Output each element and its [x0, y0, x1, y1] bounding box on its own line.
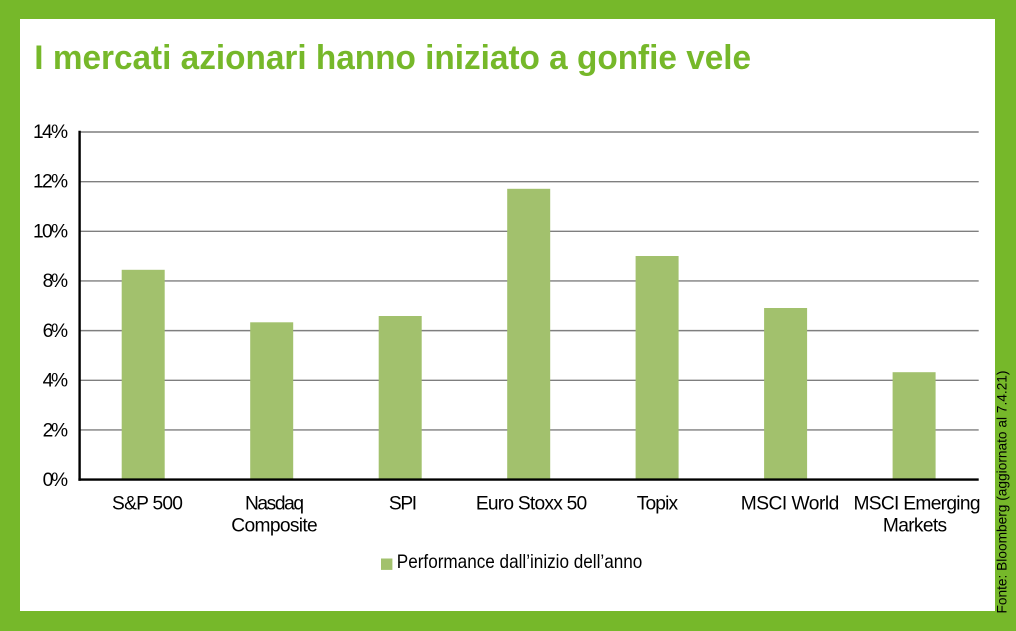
- svg-text:6%: 6%: [43, 321, 68, 342]
- svg-text:8%: 8%: [43, 271, 68, 292]
- svg-text:Topix: Topix: [637, 493, 679, 514]
- svg-text:Markets: Markets: [883, 516, 947, 537]
- svg-text:Euro Stoxx 50: Euro Stoxx 50: [476, 493, 587, 514]
- svg-text:Fonte: Bloomberg (aggiornato a: Fonte: Bloomberg (aggiornato al 7.4.21): [994, 371, 1010, 614]
- svg-text:Performance dall’inizio dell’a: Performance dall’inizio dell’anno: [397, 552, 643, 573]
- svg-text:Composite: Composite: [231, 516, 317, 537]
- svg-text:0%: 0%: [43, 470, 68, 491]
- svg-text:MSCI World: MSCI World: [741, 493, 840, 514]
- svg-text:Nasdaq: Nasdaq: [245, 493, 304, 514]
- svg-text:SPI: SPI: [389, 493, 417, 514]
- svg-text:14%: 14%: [33, 122, 68, 143]
- svg-text:S&P 500: S&P 500: [112, 493, 183, 514]
- svg-text:MSCI Emerging: MSCI Emerging: [854, 493, 981, 514]
- svg-text:2%: 2%: [43, 420, 68, 441]
- svg-text:I mercati azionari hanno inizi: I mercati azionari hanno iniziato a gonf…: [34, 39, 751, 77]
- svg-text:10%: 10%: [33, 221, 68, 242]
- svg-text:12%: 12%: [33, 172, 68, 193]
- svg-text:4%: 4%: [43, 371, 68, 392]
